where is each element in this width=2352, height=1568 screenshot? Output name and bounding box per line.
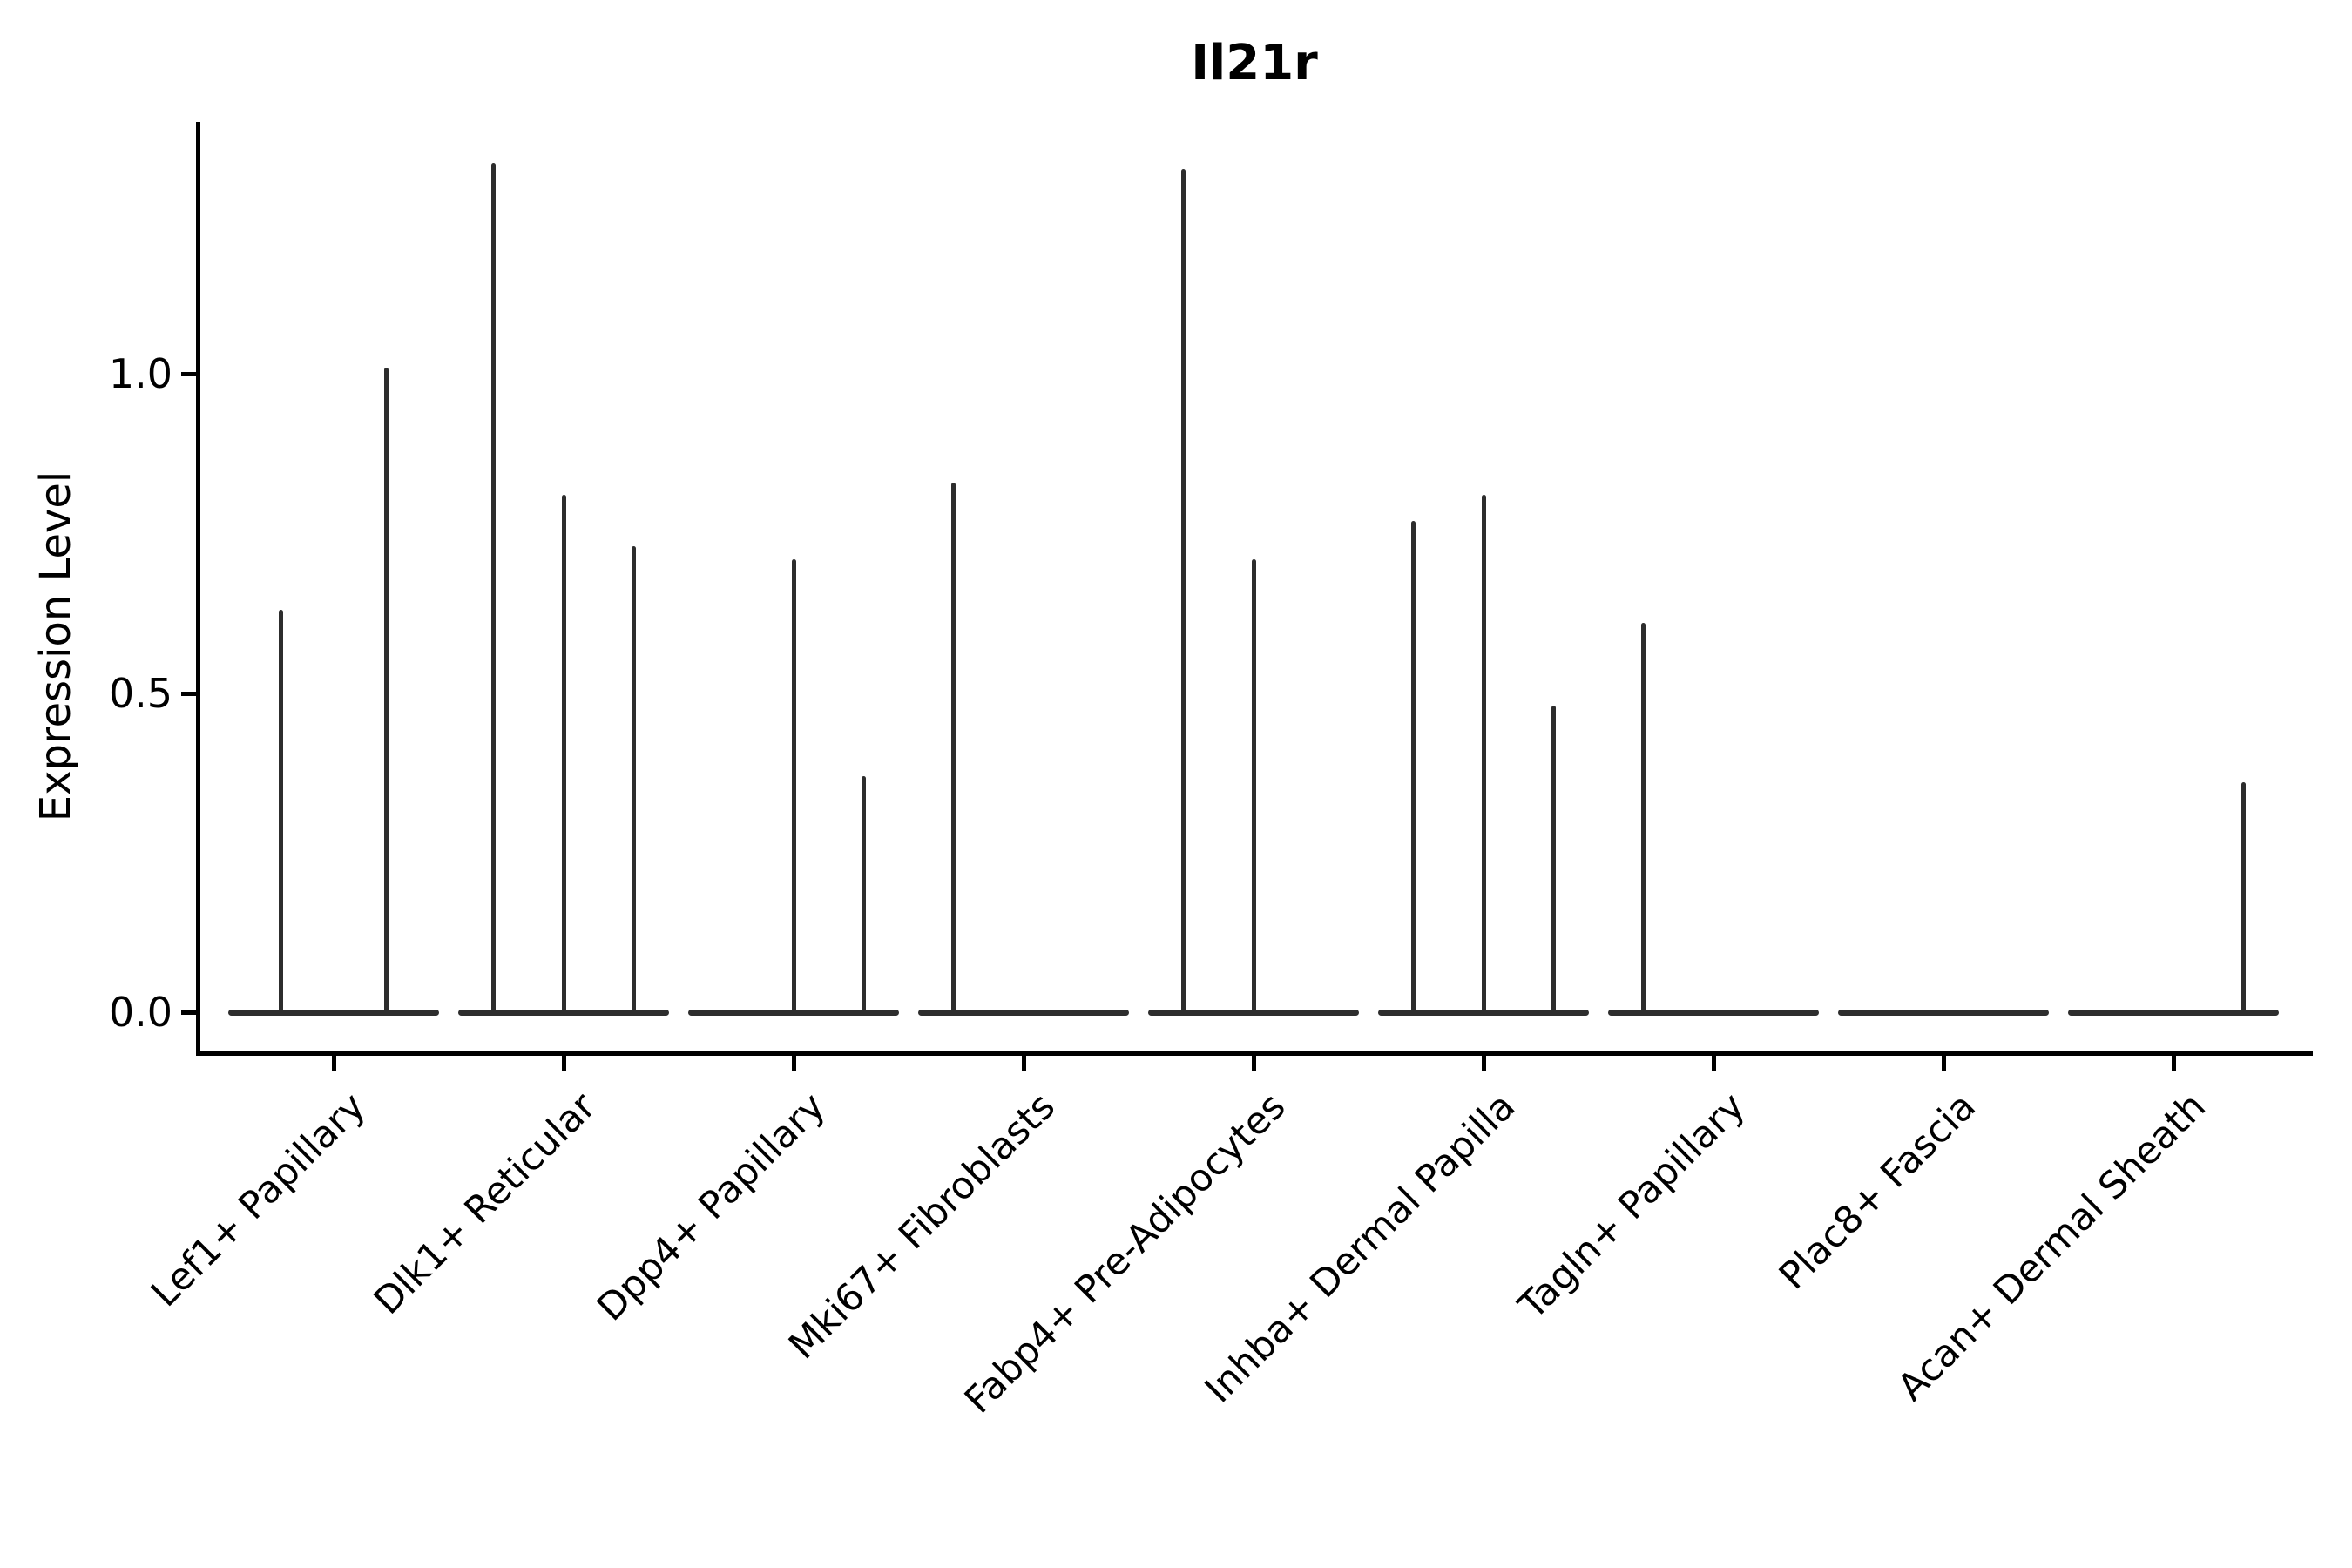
x-tick-label: Dpp4+ Papillary <box>589 1085 835 1330</box>
x-tick-mark <box>1022 1056 1026 1071</box>
y-tick-mark <box>181 691 196 696</box>
y-tick-mark <box>181 1010 196 1015</box>
x-tick-label: Lef1+ Papillary <box>143 1085 375 1316</box>
violin-baseline <box>1838 1009 2049 1016</box>
violin-baseline <box>1378 1009 1589 1016</box>
y-tick-label: 0.5 <box>108 669 172 717</box>
violin-baseline <box>1608 1009 1819 1016</box>
y-tick-label: 0.0 <box>108 989 172 1036</box>
violin-spike <box>561 495 566 1012</box>
violin-spike <box>1251 558 1256 1012</box>
violin-spike <box>490 163 496 1012</box>
x-tick-label: Mki67+ Fibroblasts <box>781 1085 1064 1369</box>
violin-baseline <box>228 1009 439 1016</box>
violin-baseline <box>458 1009 669 1016</box>
x-tick-label: Tagln+ Papillary <box>1511 1085 1754 1328</box>
x-tick-mark <box>562 1056 566 1071</box>
violin-spike <box>384 367 389 1012</box>
violin-spike <box>862 775 867 1012</box>
x-tick-mark <box>2172 1056 2176 1071</box>
y-axis-label: Expression Level <box>31 470 80 822</box>
violin-spike <box>1180 169 1186 1012</box>
chart-title: Il21r <box>1191 35 1318 91</box>
x-tick-label: Dlk1+ Reticular <box>365 1085 605 1323</box>
x-tick-mark <box>1942 1056 1946 1071</box>
violin-spike <box>279 610 283 1012</box>
x-tick-label: Plac8+ Fascia <box>1770 1085 1984 1299</box>
y-axis-spine <box>196 122 200 1056</box>
violin-spike <box>791 558 796 1012</box>
x-axis-spine <box>196 1051 2313 1056</box>
violin-baseline <box>2068 1009 2279 1016</box>
violin-spike <box>632 545 637 1012</box>
violin-baseline <box>1148 1009 1359 1016</box>
x-tick-mark <box>792 1056 796 1071</box>
violin-spike <box>1640 622 1646 1012</box>
y-tick-mark <box>181 372 196 376</box>
violin-spike <box>1481 495 1486 1012</box>
x-tick-mark <box>1712 1056 1716 1071</box>
y-tick-label: 1.0 <box>108 350 172 397</box>
violin-baseline <box>918 1009 1129 1016</box>
x-tick-mark <box>1482 1056 1486 1071</box>
violin-baseline <box>688 1009 899 1016</box>
violin-spike <box>1551 706 1557 1012</box>
violin-spike <box>950 482 956 1012</box>
violin-spike <box>2241 782 2247 1012</box>
x-tick-mark <box>1252 1056 1256 1071</box>
violin-spike <box>1410 520 1416 1012</box>
x-tick-mark <box>332 1056 336 1071</box>
